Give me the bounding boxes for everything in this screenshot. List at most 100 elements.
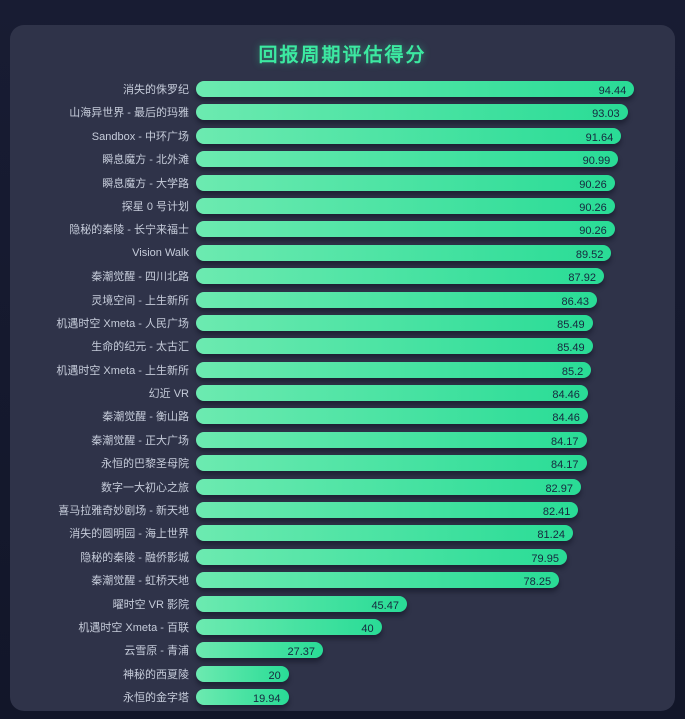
bar-track: 40 [196,618,660,635]
bar[interactable]: 27.37 [196,642,323,659]
bar[interactable]: 19.94 [196,689,289,706]
bar-label: 云雪原 - 青浦 [124,645,189,658]
bar[interactable]: 94.44 [196,81,635,97]
bar-row: 消失的圆明园 - 海上世界 81.24 [10,525,675,542]
bar-value: 78.25 [523,576,552,589]
bar-chart: 消失的侏罗纪 94.44 山海异世界 - 最后的玛雅 93.03 Sandbox - 中… [10,81,675,706]
bar-label: 秦潮觉醒 - 四川北路 [91,271,189,284]
bar-value: 87.92 [568,272,596,285]
bar[interactable]: 79.95 [196,548,567,565]
bar-value: 90.26 [579,225,607,238]
bar-label: 山海异世界 - 最后的玛雅 [69,107,189,120]
bar-track: 85.49 [196,338,660,355]
bar-value: 86.43 [561,295,590,308]
bar-row: 瞬息魔方 - 北外滩 90.99 [10,151,675,168]
bar-row: 永恒的巴黎圣母院 84.17 [10,455,675,472]
bar[interactable]: 84.17 [196,455,587,472]
bar-row: 隐秘的秦陵 - 长宁来福士 90.26 [10,221,675,238]
bar-value: 85.49 [557,342,585,355]
bar-row: 生命的纪元 - 太古汇 85.49 [10,338,675,355]
bar-label: 瞬息魔方 - 北外滩 [102,154,189,167]
bar-label: 隐秘的秦陵 - 长宁来福士 [69,224,189,237]
bar-row: Vision Walk 89.52 [10,244,675,261]
bar[interactable]: 84.46 [196,408,588,425]
bar[interactable]: 90.26 [196,174,615,191]
bar-label: 机遇时空 Xmeta - 人民广场 [56,317,189,330]
bar[interactable]: 81.24 [196,525,573,542]
bar-row: 秦潮觉醒 - 四川北路 87.92 [10,268,675,285]
bar-row: 幻近 VR 84.46 [10,385,675,402]
bar-track: 84.17 [196,431,660,448]
bar[interactable]: 89.52 [196,244,612,261]
bar-label: Sandbox - 中环广场 [91,130,189,143]
bar-track: 87.92 [196,268,660,285]
bar-value: 79.95 [531,552,559,565]
bar[interactable]: 45.47 [196,595,407,612]
bar[interactable]: 86.43 [196,291,598,308]
bar-row: 永恒的金字塔 19.94 [10,689,675,706]
bar[interactable]: 20 [196,665,289,682]
bar-row: Sandbox - 中环广场 91.64 [10,127,675,144]
bar-track: 86.43 [196,291,660,308]
bar[interactable]: 90.26 [196,197,615,214]
bar[interactable]: 87.92 [196,268,604,285]
bar[interactable]: 85.2 [196,361,592,378]
bar-track: 85.49 [196,314,660,331]
bar-label: Vision Walk [132,246,189,259]
bar-label: 秦潮觉醒 - 正大广场 [91,434,189,447]
bar-label: 机遇时空 Xmeta - 上生新所 [56,364,189,377]
bar-label: 永恒的巴黎圣母院 [101,458,189,471]
bar-value: 89.52 [575,248,604,261]
bar-row: 神秘的西夏陵 20 [10,665,675,682]
bar-track: 84.46 [196,408,660,425]
bar-row: 消失的侏罗纪 94.44 [10,81,675,97]
bar-value: 84.46 [552,412,580,425]
bar-track: 93.03 [196,104,660,121]
bar[interactable]: 40 [196,618,382,635]
bar-label: 幻近 VR [148,388,189,401]
bar[interactable]: 84.17 [196,431,587,448]
bar-row: 山海异世界 - 最后的玛雅 93.03 [10,104,675,121]
bar-track: 90.26 [196,221,660,238]
bar-track: 89.52 [196,244,660,261]
bar-value: 27.37 [287,646,315,659]
bar[interactable]: 82.41 [196,502,579,519]
bar-row: 秦潮觉醒 - 虹桥天地 78.25 [10,572,675,589]
bar-label: 瞬息魔方 - 大学路 [102,177,189,190]
bar[interactable]: 91.64 [196,127,622,144]
bar-value: 90.26 [579,178,607,191]
bar-track: 90.26 [196,174,660,191]
bar-value: 84.17 [551,435,579,448]
bar[interactable]: 85.49 [196,314,593,331]
bar-value: 82.97 [545,482,573,495]
bar[interactable]: 93.03 [196,104,628,121]
bar[interactable]: 84.46 [196,385,588,402]
bar-row: 机遇时空 Xmeta - 百联 40 [10,618,675,635]
chart-panel: 回报周期评估得分 消失的侏罗纪 94.44 山海异世界 - 最后的玛雅 93.03 Sa… [10,25,675,711]
bar[interactable]: 85.49 [196,338,593,355]
bar[interactable]: 90.99 [196,151,619,168]
bar[interactable]: 82.97 [196,478,581,495]
bar-track: 81.24 [196,525,660,542]
bar-row: 喜马拉雅奇妙剧场 - 新天地 82.41 [10,502,675,519]
bar-label: 喜马拉雅奇妙剧场 - 新天地 [58,505,189,518]
bar-track: 85.2 [196,361,660,378]
bar-value: 90.99 [582,155,611,168]
bar-label: 灵境空间 - 上生新所 [91,294,189,307]
bar-value: 90.26 [579,201,607,214]
bar[interactable]: 90.26 [196,221,615,238]
bar-row: 灵境空间 - 上生新所 86.43 [10,291,675,308]
bar[interactable]: 78.25 [196,572,560,589]
bar-label: 探星 0 号计划 [121,200,189,213]
bar-value: 94.44 [598,85,627,97]
bar-value: 81.24 [537,529,565,542]
bar-value: 85.2 [561,365,584,378]
bar-track: 84.17 [196,455,660,472]
bar-row: 曜时空 VR 影院 45.47 [10,595,675,612]
bar-row: 云雪原 - 青浦 27.37 [10,642,675,659]
bar-label: 神秘的西夏陵 [123,668,189,681]
bar-track: 78.25 [196,572,660,589]
bar-label: 生命的纪元 - 太古汇 [91,341,189,354]
bar-label: 永恒的金字塔 [123,692,189,705]
